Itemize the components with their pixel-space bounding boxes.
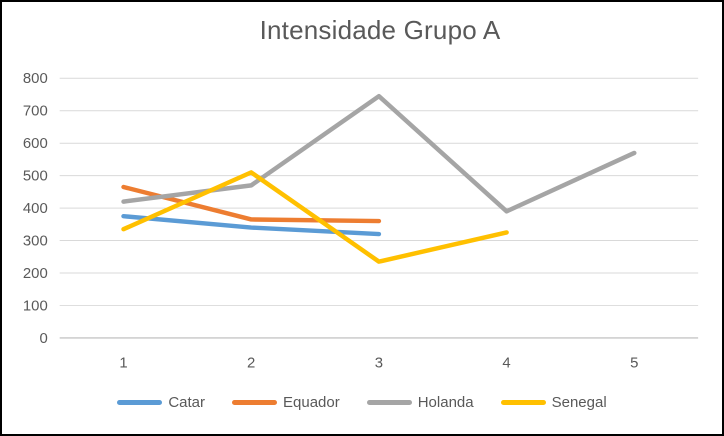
y-axis-tick-label: 100 xyxy=(23,298,48,314)
legend-marker-holanda xyxy=(366,400,412,405)
chart-title: Intensidade Grupo A xyxy=(259,15,501,45)
chart-legend: Catar Equador Holanda Senegal xyxy=(2,394,722,411)
legend-label: Senegal xyxy=(551,394,607,411)
y-axis-tick-label: 500 xyxy=(23,169,48,185)
legend-item-catar: Catar xyxy=(117,394,205,411)
y-axis-tick-label: 300 xyxy=(23,234,48,250)
y-axis-tick-label: 400 xyxy=(23,201,48,217)
legend-item-holanda: Holanda xyxy=(366,394,474,411)
y-axis-tick-label: 200 xyxy=(23,266,48,282)
y-axis-tick-label: 700 xyxy=(23,104,48,120)
legend-label: Catar xyxy=(168,394,205,411)
legend-label: Holanda xyxy=(417,394,474,411)
legend-marker-equador xyxy=(232,400,277,405)
legend-item-equador: Equador xyxy=(232,394,340,411)
x-axis-tick-label: 5 xyxy=(630,356,638,372)
series-line-senegal xyxy=(121,170,509,264)
y-axis-tick-label: 600 xyxy=(23,136,48,152)
y-axis-tick-label: 0 xyxy=(39,331,47,347)
x-axis-tick-label: 2 xyxy=(247,356,255,372)
series-line-equador xyxy=(121,184,382,224)
x-axis-tick-label: 4 xyxy=(502,356,510,372)
legend-label: Equador xyxy=(283,394,340,411)
legend-marker-catar xyxy=(117,400,163,405)
legend-item-senegal: Senegal xyxy=(500,394,607,411)
legend-marker-senegal xyxy=(500,400,546,405)
y-axis-tick-label: 800 xyxy=(23,71,48,87)
x-axis-tick-label: 3 xyxy=(375,356,383,372)
x-axis-tick-label: 1 xyxy=(119,356,127,372)
